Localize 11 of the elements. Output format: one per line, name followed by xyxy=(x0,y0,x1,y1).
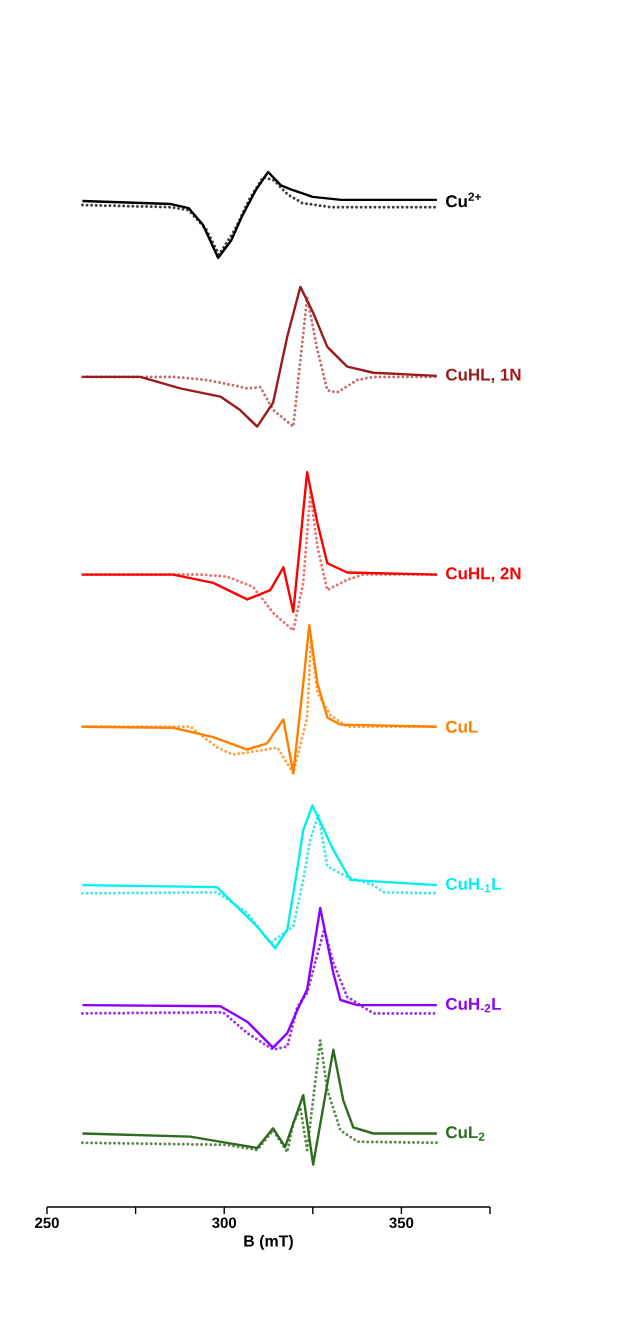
series-label: CuHL, 1N xyxy=(446,368,521,384)
series-label: CuL$_{2}$ xyxy=(446,1126,485,1141)
x-tick-label: 250 xyxy=(35,1217,59,1229)
series-label: Cu$^{2+}$ xyxy=(446,192,481,208)
x-tick-label: 300 xyxy=(212,1217,237,1229)
x-tick-label: 350 xyxy=(389,1217,414,1229)
series-label: CuH$_{-1}$L xyxy=(446,877,502,893)
series-label: CuH$_{-2}$L xyxy=(446,997,502,1013)
series-label: CuHL, 2N xyxy=(446,567,521,582)
series-label: CuL xyxy=(446,720,478,733)
x-axis-title: B (mT) xyxy=(244,1234,293,1250)
